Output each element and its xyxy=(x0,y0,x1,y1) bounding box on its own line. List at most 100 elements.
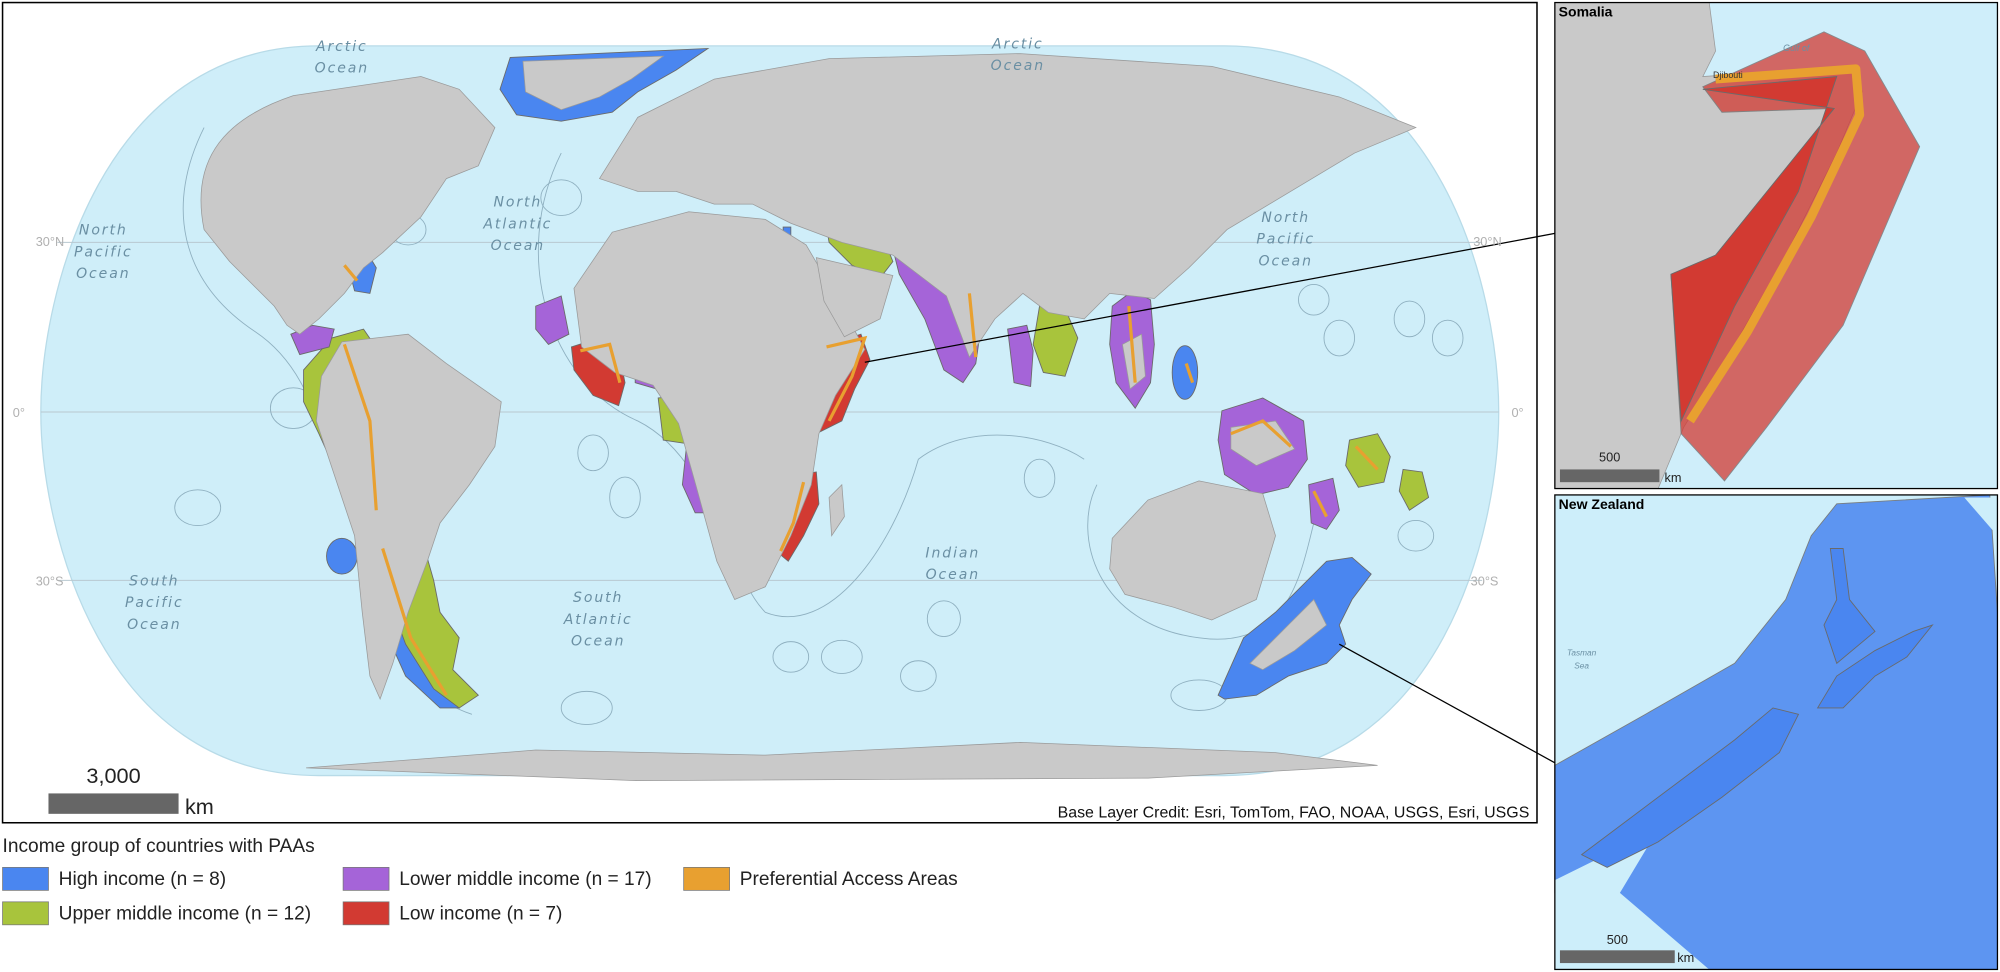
latitude-label: 0° xyxy=(1511,405,1523,420)
ocean-label: Ocean xyxy=(127,617,181,633)
ocean-label: Ocean xyxy=(926,567,980,583)
inset-frame xyxy=(1554,494,1999,971)
legend-label: High income (n = 8) xyxy=(59,869,226,890)
legend-swatch xyxy=(2,867,49,891)
ocean-label: Arctic xyxy=(315,39,368,55)
ocean-label: Atlantic xyxy=(482,216,552,232)
latitude-label: 30°S xyxy=(36,573,64,588)
legend-label: Lower middle income (n = 17) xyxy=(399,869,651,890)
legend: Income group of countries with PAAs High… xyxy=(2,836,958,926)
preferential-access-areas-shape xyxy=(343,264,359,282)
inset-eez-inner xyxy=(1670,76,1838,423)
ocean-label: South xyxy=(129,573,179,589)
preferential-access-areas-shape xyxy=(1312,490,1328,518)
credit: Base Layer Credit: Esri, TomTom, FAO, NO… xyxy=(1058,805,1530,822)
ocean-label: Ocean xyxy=(76,266,130,282)
latitude-label: 30°S xyxy=(1471,573,1499,588)
eez-boundaries-shape xyxy=(772,641,810,673)
land-shape xyxy=(1230,420,1296,467)
place-label: Tasman xyxy=(1567,648,1597,658)
inset-scale-unit: km xyxy=(1677,950,1694,965)
eez-lower-middle-income-shape xyxy=(1308,477,1340,530)
ocean-label: North xyxy=(1261,210,1310,226)
eez-boundaries-shape xyxy=(1393,300,1426,338)
ocean-label: Ocean xyxy=(991,58,1045,74)
preferential-access-areas-shape xyxy=(1354,445,1379,471)
ocean-label: Pacific xyxy=(1256,232,1315,248)
eez-boundaries-shape xyxy=(1431,319,1464,357)
land xyxy=(200,53,1417,782)
eez-boundaries-shape xyxy=(560,690,613,725)
inset-scale-unit: km xyxy=(1665,470,1682,485)
eez-boundaries-shape xyxy=(609,476,641,519)
eez-boundaries-shape xyxy=(1397,519,1435,552)
legend-label: Upper middle income (n = 12) xyxy=(59,904,311,925)
eez-high-income-shape xyxy=(326,537,358,575)
legend-title: Income group of countries with PAAs xyxy=(3,836,315,857)
preferential-access-areas-shape xyxy=(967,293,978,358)
ocean-label: South xyxy=(573,590,623,606)
ocean-label: Atlantic xyxy=(563,612,633,628)
eez-boundaries-shape xyxy=(1087,484,1315,640)
ocean-label: Arctic xyxy=(991,36,1044,52)
connector-lines-shape xyxy=(1338,643,1556,764)
land-shape xyxy=(1249,598,1328,671)
latitude-label: 30°N xyxy=(1473,234,1501,249)
ocean-label: Indian xyxy=(925,545,980,561)
preferential-access-areas-shape xyxy=(779,481,806,552)
preferential-access-areas-shape xyxy=(381,548,448,697)
place-label: Gulf of xyxy=(1783,43,1811,53)
ocean-labels: Arctic Ocean Arctic Ocean North Pacific Ocean N… xyxy=(74,36,1315,649)
connector-lines xyxy=(864,232,1556,764)
main-map: Arctic Ocean Arctic Ocean North Pacific Ocean N… xyxy=(1,1,1556,824)
ocean-label: North xyxy=(493,195,542,211)
latitude-label: 30°N xyxy=(36,234,64,249)
eez-upper-middle-income-shape xyxy=(1398,468,1430,511)
eez-boundaries-shape xyxy=(174,489,222,526)
inset-ocean-gap xyxy=(1554,829,1710,970)
eez-boundaries-shape xyxy=(577,434,609,472)
eez-boundaries-shape xyxy=(926,600,961,637)
latitude-label: 0° xyxy=(13,405,25,420)
eez-boundaries-shape xyxy=(1323,319,1356,357)
eez-boundaries-shape xyxy=(1298,284,1330,316)
scale-distance: 3,000 xyxy=(86,763,140,788)
inset-paa xyxy=(1686,64,1865,424)
legend-swatch xyxy=(342,867,390,891)
eez-boundaries-shape xyxy=(1023,458,1056,498)
place-label: Djibouti xyxy=(1713,70,1743,80)
inset-scale-distance: 500 xyxy=(1599,450,1620,465)
ocean-label: Ocean xyxy=(1259,253,1313,269)
south-island xyxy=(1580,707,1800,868)
legend-swatch xyxy=(2,901,49,926)
land-shape xyxy=(598,53,1417,358)
legend-swatch xyxy=(683,867,730,891)
place-label: Sea xyxy=(1574,660,1589,670)
ocean-label: Ocean xyxy=(315,61,369,77)
legend-swatch xyxy=(342,901,390,926)
preferential-access-areas xyxy=(342,264,1379,697)
somalia-inset: Somalia Gulf of Djibouti 500 km xyxy=(1554,1,1999,490)
inset-ocean-gap xyxy=(1964,497,1998,536)
preferential-access-areas-shape xyxy=(1230,419,1292,448)
land-shape xyxy=(315,333,502,701)
land-shape xyxy=(522,55,665,111)
inset-title: Somalia xyxy=(1559,4,1613,20)
land-shape xyxy=(306,742,1378,782)
inset-scale-bar xyxy=(1559,469,1660,483)
inset-scale-bar xyxy=(1559,950,1675,964)
eez-boundaries-shape xyxy=(820,639,863,674)
scale-unit: km xyxy=(185,794,214,819)
north-island xyxy=(1816,548,1934,709)
eez-high-income-shape xyxy=(1171,345,1199,400)
inset-scale-distance: 500 xyxy=(1607,932,1628,947)
graticule-labels: 30°N 0° 30°S 30°N 0° 30°S xyxy=(13,234,1524,588)
land-shape xyxy=(1109,480,1276,621)
land-shape xyxy=(828,483,845,537)
ocean-label: Ocean xyxy=(491,238,545,254)
ocean-label: Pacific xyxy=(125,595,184,611)
land-shape xyxy=(815,257,894,338)
eez-lower-middle-income-shape xyxy=(535,295,570,345)
preferential-access-areas-shape xyxy=(826,335,868,422)
legend-label: Preferential Access Areas xyxy=(740,869,958,890)
